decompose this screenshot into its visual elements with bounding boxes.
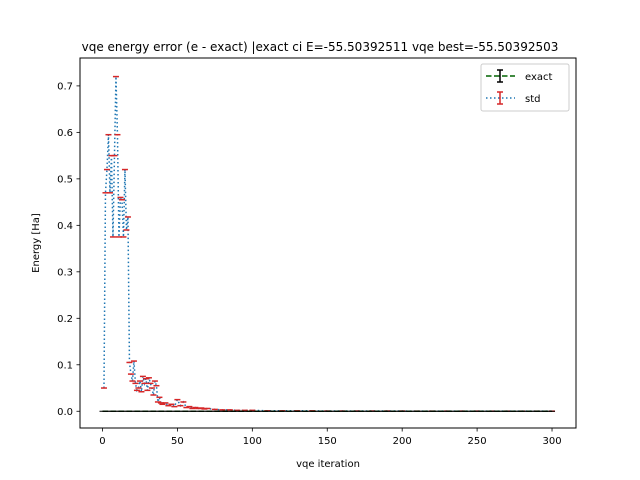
y-tick-label: 0.7 <box>57 81 73 92</box>
plot-area <box>79 57 577 429</box>
y-tick-label: 0.0 <box>57 407 73 418</box>
legend: exact std <box>480 63 570 112</box>
y-tick-label: 0.1 <box>57 360 73 371</box>
plot-frame <box>79 57 577 429</box>
x-tick-label: 250 <box>468 436 487 447</box>
x-tick-label: 300 <box>542 436 561 447</box>
x-tick-label: 200 <box>393 436 412 447</box>
x-tick-label: 0 <box>99 436 105 447</box>
chart-title: vqe energy error (e - exact) |exact ci E… <box>82 40 559 54</box>
x-tick-label: 100 <box>243 436 262 447</box>
y-tick-label: 0.4 <box>57 221 73 232</box>
legend-label-std: std <box>525 94 540 105</box>
legend-entry-std: std <box>486 91 540 105</box>
y-tick-label: 0.3 <box>57 267 73 278</box>
y-axis-label: Energy [Ha] <box>31 213 42 273</box>
y-tick-label: 0.2 <box>57 314 73 325</box>
series-line-std <box>103 76 553 412</box>
plot-background <box>80 58 576 428</box>
x-axis: 0 50 100 150 200 250 300 <box>99 428 562 447</box>
y-axis: 0.0 0.1 0.2 0.3 0.4 0.5 0.6 0.7 <box>57 81 80 418</box>
x-axis-label: vqe iteration <box>296 459 360 470</box>
y-tick-label: 0.5 <box>57 174 73 185</box>
legend-entry-exact: exact <box>486 69 553 83</box>
series-layer <box>99 75 556 413</box>
legend-label-exact: exact <box>525 72 553 83</box>
y-tick-label: 0.6 <box>57 128 73 139</box>
x-tick-label: 50 <box>171 436 184 447</box>
x-tick-label: 150 <box>318 436 337 447</box>
